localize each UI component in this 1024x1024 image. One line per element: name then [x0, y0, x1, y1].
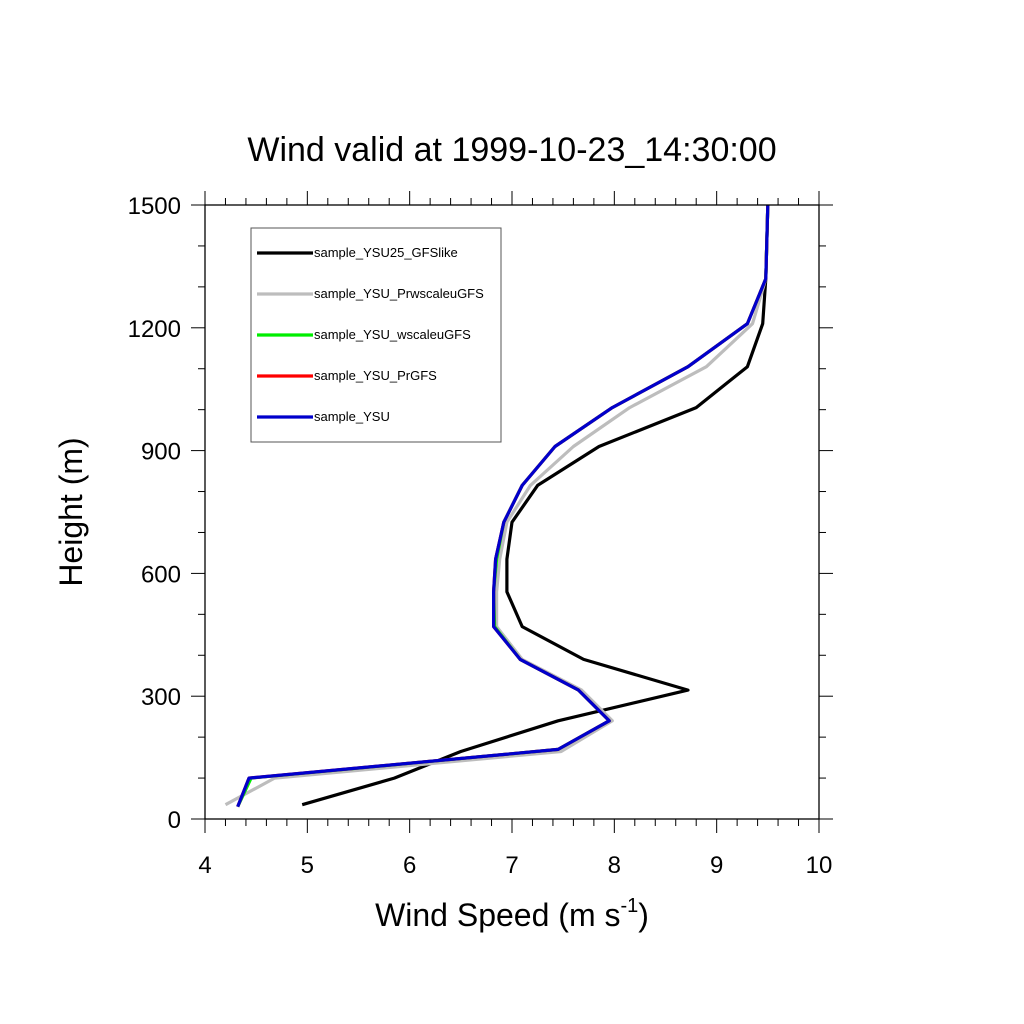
legend-label-3: sample_YSU_PrGFS — [314, 368, 437, 383]
x-tick-label: 10 — [806, 852, 833, 879]
series-line-4 — [236, 204, 770, 808]
plot-frame — [204, 204, 820, 820]
legend-label-4: sample_YSU — [314, 409, 390, 424]
x-tick-label: 7 — [505, 852, 518, 879]
x-axis-label-tail: ) — [638, 897, 649, 933]
tick-labels: 4 5 6 7 8 9 10 0 300 600 900 1200 1500 — [128, 193, 833, 879]
y-tick-label: 1500 — [128, 193, 181, 220]
chart-title: Wind valid at 1999-10-23_14:30:00 — [247, 131, 776, 169]
legend-label-1: sample_YSU_PrwscaleuGFS — [314, 286, 484, 301]
axis-ticks — [191, 191, 833, 833]
y-tick-label: 1200 — [128, 316, 181, 343]
y-tick-label: 0 — [168, 807, 181, 834]
x-tick-label: 8 — [608, 852, 621, 879]
series-lines — [224, 204, 770, 808]
x-tick-label: 5 — [301, 852, 314, 879]
x-tick-label: 6 — [403, 852, 416, 879]
legend-label-2: sample_YSU_wscaleuGFS — [314, 327, 471, 342]
x-axis-label-base: Wind Speed (m s — [375, 897, 620, 933]
y-tick-label: 600 — [141, 561, 181, 588]
legend-label-0: sample_YSU25_GFSlike — [314, 245, 458, 260]
legend: sample_YSU25_GFSlike sample_YSU_Prwscaleu… — [250, 227, 502, 443]
x-tick-label: 9 — [710, 852, 723, 879]
x-tick-label: 4 — [198, 852, 211, 879]
series-line-0 — [301, 204, 770, 807]
x-axis-label: Wind Speed (m s-1) — [375, 895, 649, 933]
x-axis-label-sup: -1 — [620, 895, 638, 917]
series-line-1 — [224, 204, 770, 807]
y-tick-label: 900 — [141, 439, 181, 466]
y-axis-label: Height (m) — [53, 437, 89, 586]
y-tick-label: 300 — [141, 684, 181, 711]
